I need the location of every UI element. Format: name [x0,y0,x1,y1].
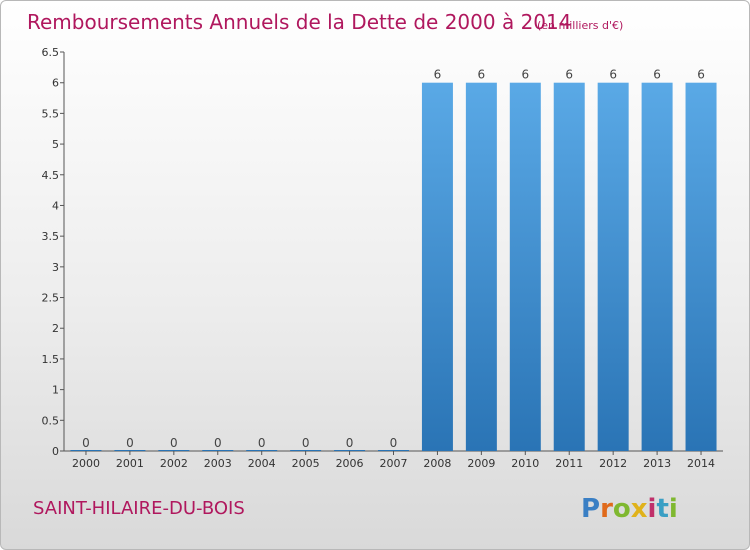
chart-title: Remboursements Annuels de la Dette de 20… [27,10,571,34]
bar [509,82,541,451]
bar [421,82,453,451]
bar [641,82,673,451]
y-tick-label: 5 [52,138,59,151]
data-label: 6 [697,68,705,82]
data-label: 0 [258,436,266,450]
bar [685,82,717,451]
y-tick-label: 1 [52,384,59,397]
bar [290,450,322,451]
y-tick-label: 4 [52,199,59,212]
y-tick-label: 3.5 [42,230,60,243]
y-tick-label: 0 [52,445,59,458]
x-tick-label: 2014 [687,457,715,470]
data-label: 6 [609,68,617,82]
x-tick-label: 2000 [72,457,100,470]
y-tick-label: 2.5 [42,292,60,305]
bar [202,450,234,451]
bar [597,82,629,451]
x-tick-label: 2013 [643,457,671,470]
x-tick-label: 2005 [292,457,320,470]
y-tick-label: 6 [52,77,59,90]
data-label: 0 [82,436,90,450]
y-tick-label: 3 [52,261,59,274]
data-label: 0 [302,436,310,450]
x-tick-label: 2011 [555,457,583,470]
bar [70,450,102,451]
commune-name: SAINT-HILAIRE-DU-BOIS [33,498,245,519]
data-label: 6 [478,68,486,82]
y-tick-label: 4.5 [42,169,60,182]
x-tick-label: 2012 [599,457,627,470]
data-label: 0 [346,436,354,450]
y-tick-label: 1.5 [42,353,60,366]
bar [114,450,146,451]
data-label: 6 [565,68,573,82]
y-tick-label: 0.5 [42,414,60,427]
x-tick-label: 2001 [116,457,144,470]
y-tick-label: 6.5 [42,46,60,59]
y-tick-label: 5.5 [42,107,60,120]
bar [378,450,409,451]
bars: 0 0 0 0 0 0 0 0 6 6 6 6 6 6 6 [70,68,717,451]
bar [553,82,585,451]
data-label: 0 [170,436,178,450]
bar [465,82,497,451]
chart-unit: (en milliers d'€) [537,19,623,32]
data-label: 0 [390,436,398,450]
bar [246,450,278,451]
x-tick-label: 2007 [380,457,408,470]
y-tick-label: 2 [52,322,59,335]
x-tick-label: 2004 [248,457,276,470]
x-tick-label: 2006 [336,457,364,470]
bar [158,450,190,451]
x-tick-label: 2008 [423,457,451,470]
proxiti-logo: Proxiti [581,494,678,524]
data-label: 6 [653,68,661,82]
data-label: 0 [126,436,134,450]
data-label: 6 [521,68,529,82]
x-tick-label: 2009 [467,457,495,470]
x-tick-label: 2010 [511,457,539,470]
x-tick-label: 2003 [204,457,232,470]
data-label: 6 [434,68,442,82]
axes: 0 0.5 1 1.5 2 2.5 3 3.5 4 4.5 5 5.5 6 6.5 2000 2001 2002… [42,46,723,470]
x-tick-label: 2002 [160,457,188,470]
bar [334,450,366,451]
data-label: 0 [214,436,222,450]
